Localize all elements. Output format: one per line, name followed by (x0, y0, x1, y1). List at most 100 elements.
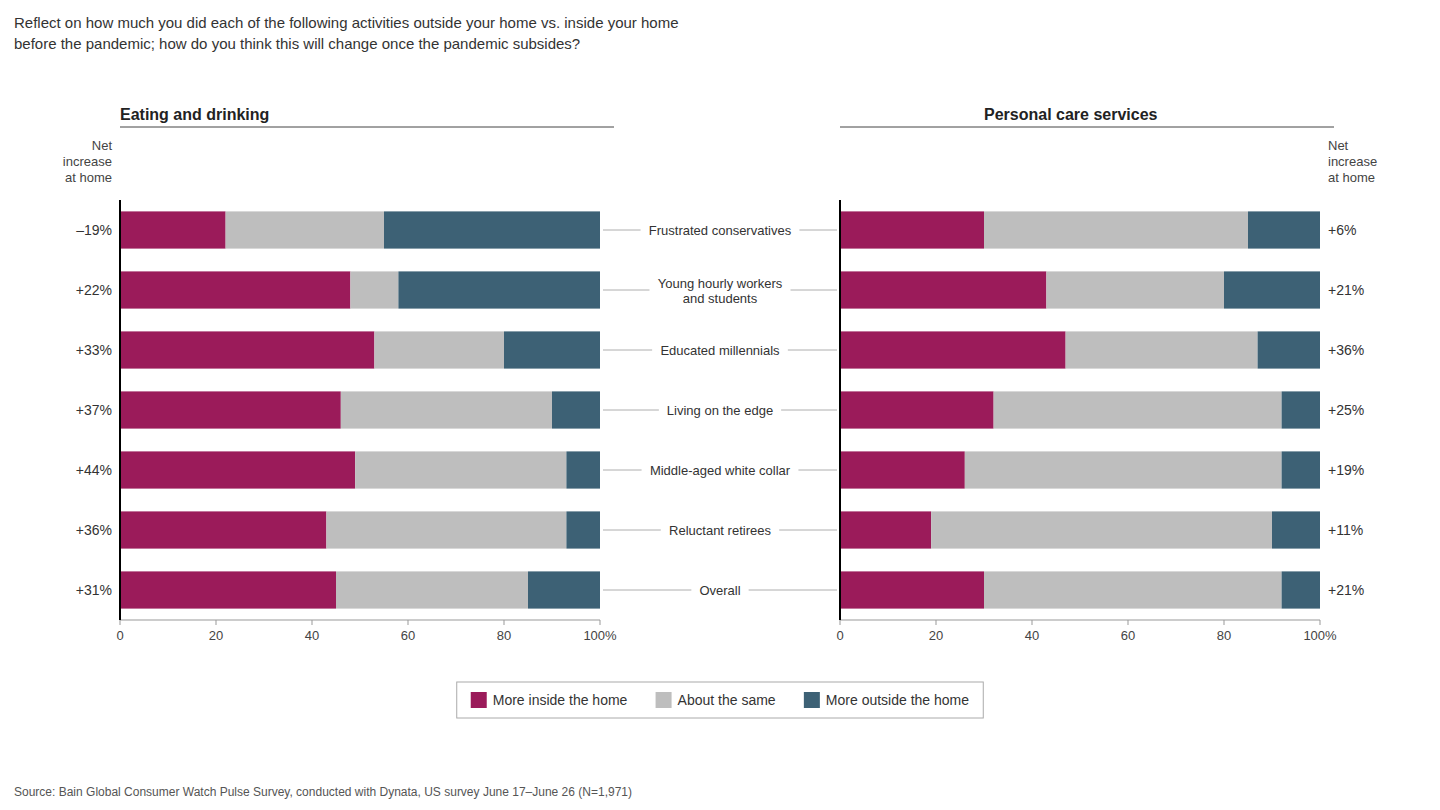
bar: About the same (355, 451, 566, 488)
bar: More inside the home (840, 331, 1066, 368)
connector (603, 290, 649, 291)
legend-label: More outside the home (826, 692, 969, 708)
net-label: +25% (1328, 402, 1364, 418)
bar: About the same (326, 511, 566, 548)
bar: About the same (931, 511, 1272, 548)
connector (781, 410, 837, 411)
legend-label: About the same (678, 692, 776, 708)
bar: About the same (965, 451, 1282, 488)
net-label: –19% (76, 222, 112, 238)
connector (799, 230, 837, 231)
bar: More outside the home (1272, 511, 1320, 548)
x-axis-line (120, 620, 600, 621)
bar: More inside the home (120, 211, 226, 248)
x-tick (1224, 620, 1225, 625)
text-line: at home (65, 170, 112, 185)
bar: More outside the home (528, 571, 600, 608)
title-underline (840, 127, 1334, 128)
text-line: Frustrated conservatives (649, 223, 792, 238)
connector (798, 470, 837, 471)
category-label: Young hourly workersand students (658, 275, 783, 305)
x-tick-label: 0 (116, 628, 123, 643)
bar: About the same (341, 391, 552, 428)
x-axis-line (840, 620, 1320, 621)
text-line: Educated millennials (660, 343, 780, 358)
x-tick (504, 620, 505, 625)
chart-title: Personal care services (984, 106, 1158, 123)
x-tick-label: 40 (305, 628, 319, 643)
bar: About the same (350, 271, 398, 308)
net-label: +6% (1328, 222, 1356, 238)
bar: More inside the home (120, 391, 341, 428)
connector (603, 230, 641, 231)
category-label: Living on the edge (667, 403, 773, 418)
bar: More inside the home (840, 511, 931, 548)
bar: More outside the home (398, 271, 600, 308)
net-label: +37% (76, 402, 112, 418)
x-tick-label: 80 (1217, 628, 1231, 643)
bar: About the same (374, 331, 504, 368)
bar: About the same (984, 211, 1248, 248)
x-tick (1320, 620, 1321, 625)
x-tick (408, 620, 409, 625)
chart-title: Eating and drinking (120, 106, 269, 123)
text-line: Living on the edge (667, 403, 773, 418)
legend: More inside the home About the same More o… (457, 682, 984, 718)
bar: More outside the home (566, 511, 600, 548)
bar: About the same (336, 571, 528, 608)
y-axis-line (839, 200, 841, 620)
text-line: Young hourly workers (658, 275, 783, 290)
bar: More outside the home (1258, 331, 1320, 368)
title: Reflect on how much you did each of the … (14, 14, 679, 52)
net-label: +36% (76, 522, 112, 538)
bar: More inside the home (120, 571, 336, 608)
bar: More outside the home (1282, 451, 1320, 488)
bar: About the same (984, 571, 1282, 608)
bar: More outside the home (1282, 571, 1320, 608)
category-label: Educated millennials (660, 343, 780, 358)
bar: More inside the home (120, 331, 374, 368)
bar: More inside the home (120, 511, 326, 548)
bars: More inside the homeAbout the sameMore o… (120, 211, 600, 608)
connector (791, 290, 837, 291)
legend-swatch (656, 692, 672, 708)
net-label: +31% (76, 582, 112, 598)
text-line: at home (1328, 170, 1375, 185)
source: Source: Bain Global Consumer Watch Pulse… (14, 785, 632, 799)
chart-canvas: Reflect on how much you did each of the … (0, 0, 1440, 810)
x-tick (840, 620, 841, 625)
net-label: +22% (76, 282, 112, 298)
net-label: +21% (1328, 582, 1364, 598)
x-tick-label: 60 (1121, 628, 1135, 643)
bar: More inside the home (840, 391, 994, 428)
bar: More inside the home (840, 571, 984, 608)
legend-label: More inside the home (493, 692, 628, 708)
bar: About the same (1066, 331, 1258, 368)
bar: More outside the home (566, 451, 600, 488)
connector (603, 590, 691, 591)
connector (788, 350, 837, 351)
net-label: +19% (1328, 462, 1364, 478)
x-tick-label: 60 (401, 628, 415, 643)
connector (749, 590, 837, 591)
bar: More outside the home (552, 391, 600, 428)
x-tick (216, 620, 217, 625)
x-tick (600, 620, 601, 625)
connector (779, 530, 837, 531)
net-label: +44% (76, 462, 112, 478)
text-line: Reluctant retirees (669, 523, 771, 538)
bar: More outside the home (1224, 271, 1320, 308)
x-tick (312, 620, 313, 625)
text-line: Net (1328, 138, 1349, 153)
bar: More outside the home (1248, 211, 1320, 248)
bar: More inside the home (840, 211, 984, 248)
category-label: Reluctant retirees (669, 523, 771, 538)
x-tick-label: 0 (836, 628, 843, 643)
connector (603, 530, 661, 531)
net-label: +21% (1328, 282, 1364, 298)
text-line: Overall (699, 583, 740, 598)
category-label: Overall (699, 583, 740, 598)
title-underline (120, 127, 614, 128)
connector (603, 350, 652, 351)
x-tick-label: 40 (1025, 628, 1039, 643)
